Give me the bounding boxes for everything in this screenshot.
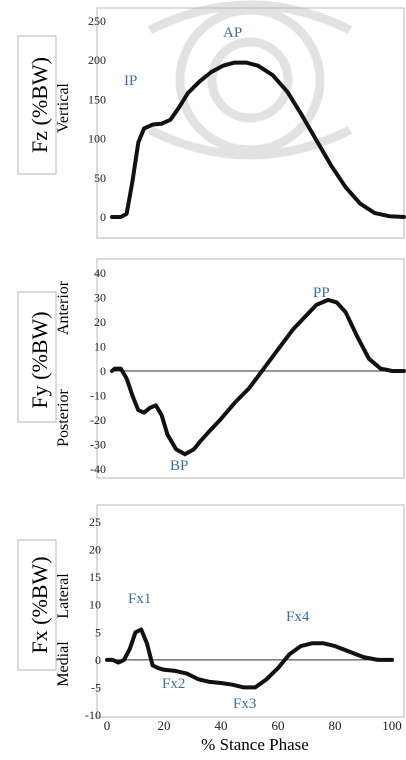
y-tick-label: 0 xyxy=(95,653,101,667)
y-tick-label: 200 xyxy=(88,53,106,67)
y-tick-label: 10 xyxy=(94,340,106,354)
y-tick-label: 5 xyxy=(95,625,101,639)
x-tick-label: 60 xyxy=(272,718,285,733)
y-tick-label: 250 xyxy=(88,14,106,28)
ylabel-box xyxy=(17,35,57,175)
y-tick-label: 100 xyxy=(88,132,106,146)
x-tick-label: 100 xyxy=(382,718,402,733)
ylabel-fx: Fx (%BW) xyxy=(27,556,52,653)
annotation-pp: PP xyxy=(313,285,330,301)
y-tick-labels: 250 200 150 100 50 0 xyxy=(88,14,106,224)
y-tick-label: 30 xyxy=(94,291,106,305)
panel-fy: Fy (%BW) Anterior Posterior 40 30 20 10 0 -10… xyxy=(17,258,406,479)
y-tick-label: -30 xyxy=(90,438,106,452)
y-tick-label: 40 xyxy=(94,266,106,280)
annotation-ip: IP xyxy=(124,73,137,89)
fx-curve xyxy=(105,627,394,690)
annotation-ap: AP xyxy=(223,25,242,41)
y-tick-label: -5 xyxy=(91,680,101,694)
y-tick-label: 0 xyxy=(100,210,106,224)
y-tick-label: -40 xyxy=(90,462,106,476)
x-tick-label: 20 xyxy=(158,718,171,733)
panel-frame xyxy=(96,7,405,239)
y-tick-labels: 40 30 20 10 0 -10 -20 -30 -40 xyxy=(90,266,106,476)
direction-posterior-label: Posterior xyxy=(55,388,72,446)
watermark-arc xyxy=(147,0,353,160)
y-tick-label: 150 xyxy=(88,92,106,106)
panel-fz: Fz (%BW) Vertical 250 200 150 100 50 0 IP AP xyxy=(17,7,406,239)
panel-frame xyxy=(96,258,405,479)
direction-anterior-label: Anterior xyxy=(55,280,72,335)
annotation-fx2: Fx2 xyxy=(162,676,185,692)
x-tick-label: 0 xyxy=(104,718,111,733)
ylabel-box xyxy=(17,539,57,671)
watermark-ring xyxy=(175,5,325,155)
y-tick-label: 10 xyxy=(89,598,101,612)
x-axis-label: % Stance Phase xyxy=(201,735,309,754)
annotation-bp: BP xyxy=(170,458,188,474)
y-tick-label: -10 xyxy=(90,389,106,403)
ylabel-box xyxy=(17,291,57,423)
panel-fx: Fx (%BW) Lateral Medial 2520151050-5-10 … xyxy=(17,504,405,754)
watermark-ornament xyxy=(147,0,353,160)
x-tick-label: 40 xyxy=(215,718,228,733)
y-tick-label: -10 xyxy=(85,708,101,722)
y-tick-label: 15 xyxy=(89,570,101,584)
annotation-fx3: Fx3 xyxy=(233,696,256,712)
direction-lateral-label: Lateral xyxy=(55,573,72,619)
annotation-fx4: Fx4 xyxy=(286,609,310,625)
ylabel-fy: Fy (%BW) xyxy=(27,311,52,408)
ylabel-fz: Fz (%BW) xyxy=(27,57,52,153)
fy-curve xyxy=(110,297,406,457)
y-tick-label: -20 xyxy=(90,413,106,427)
y-tick-label: 0 xyxy=(100,364,106,378)
x-tick-labels: 0 20 40 60 80 100 xyxy=(104,718,402,733)
direction-medial-label: Medial xyxy=(55,641,72,687)
fz-curve xyxy=(110,60,406,219)
y-tick-labels: 25 20 15 10 5 0 -5 -10 xyxy=(85,515,101,722)
panel-frame xyxy=(96,504,405,718)
y-tick-label: 25 xyxy=(89,515,101,529)
y-tick-label: 20 xyxy=(89,543,101,557)
x-tick-label: 80 xyxy=(329,718,342,733)
watermark-ring xyxy=(207,37,293,123)
y-tick-label: 20 xyxy=(94,315,106,329)
direction-vertical-label: Vertical xyxy=(55,83,72,133)
y-tick-label: 50 xyxy=(94,171,106,185)
annotation-fx1: Fx1 xyxy=(128,591,151,607)
